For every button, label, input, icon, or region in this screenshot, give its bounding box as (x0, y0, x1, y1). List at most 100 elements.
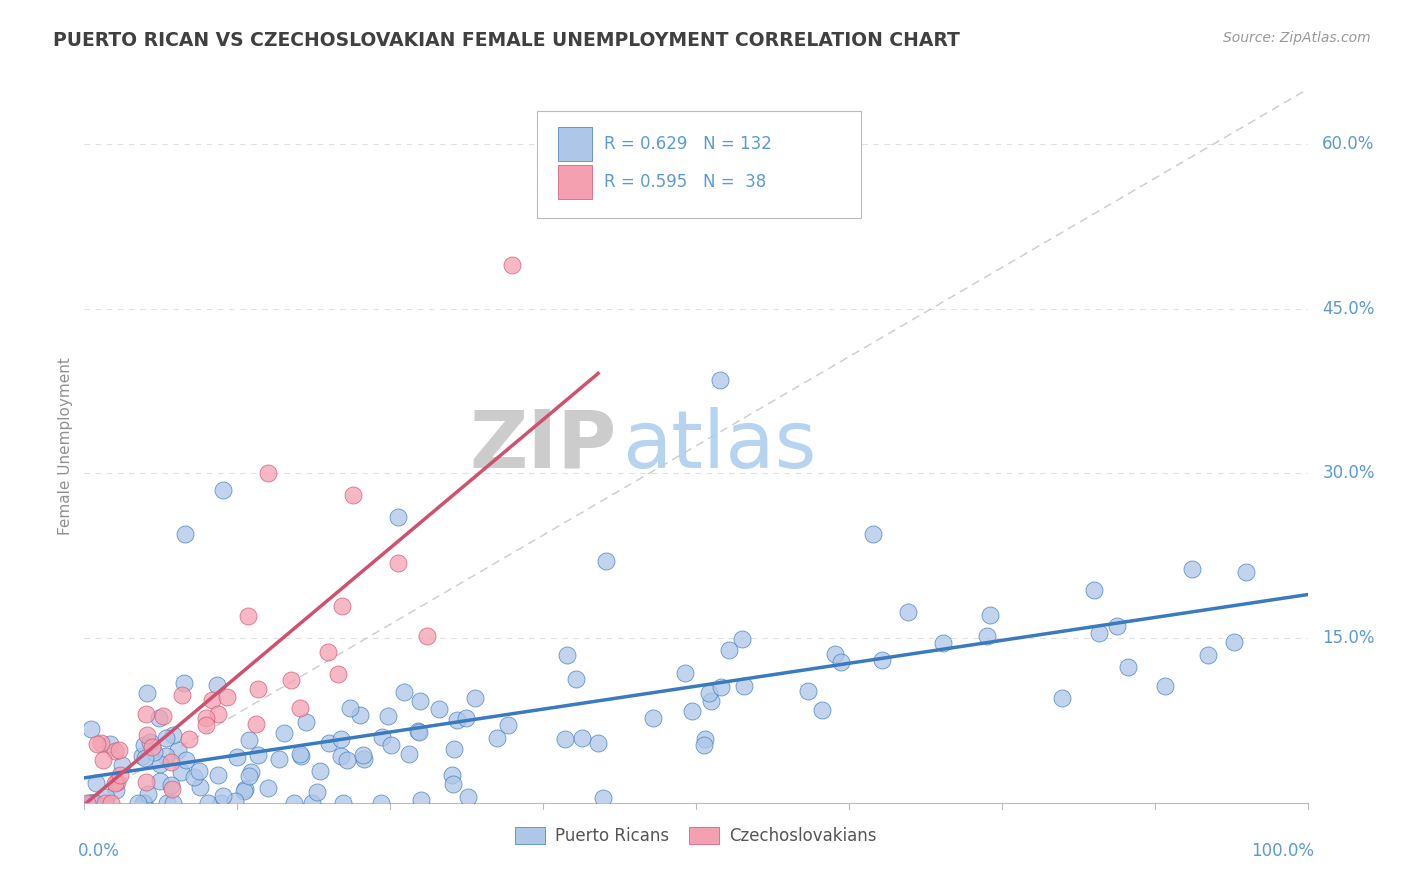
Point (247, 681, 270, 696)
Point (441, 768, 464, 782)
Point (167, 743, 190, 757)
Point (1181, 562, 1204, 576)
Point (329, 732, 352, 747)
Point (86, 737, 108, 751)
Point (194, 718, 217, 732)
Point (564, 673, 586, 687)
Point (93, 753, 115, 767)
Point (149, 774, 172, 789)
Point (188, 764, 211, 778)
Point (1236, 566, 1258, 580)
Point (288, 747, 311, 761)
Point (174, 526, 197, 541)
Point (588, 736, 610, 750)
Point (681, 704, 703, 718)
Point (273, 726, 295, 740)
Point (105, 774, 128, 789)
Text: 45.0%: 45.0% (1322, 300, 1375, 318)
Point (1154, 679, 1177, 693)
Point (172, 688, 194, 702)
Text: 30.0%: 30.0% (1322, 465, 1375, 483)
Point (195, 711, 218, 725)
Point (339, 701, 361, 715)
Point (90, 736, 112, 750)
Point (212, 789, 235, 804)
Point (709, 373, 731, 387)
Point (330, 599, 353, 614)
Point (149, 757, 172, 772)
Point (160, 755, 183, 769)
Text: 0.0%: 0.0% (79, 842, 120, 860)
Text: ZIP: ZIP (470, 407, 616, 485)
Point (496, 718, 519, 732)
Point (226, 750, 249, 764)
Point (256, 780, 278, 795)
Point (104, 744, 127, 758)
Point (862, 526, 884, 541)
Point (80, 796, 103, 810)
Point (207, 706, 229, 721)
Point (197, 796, 219, 810)
Point (201, 693, 224, 707)
Point (94, 789, 117, 804)
Y-axis label: Female Unemployment: Female Unemployment (58, 357, 73, 535)
Point (1088, 625, 1111, 640)
Point (290, 749, 312, 764)
Point (108, 768, 131, 782)
Point (132, 796, 155, 810)
Point (148, 711, 170, 725)
Point (142, 745, 165, 759)
Point (245, 717, 267, 731)
Legend: Puerto Ricans, Czechoslovakians: Puerto Ricans, Czechoslovakians (509, 820, 883, 852)
Text: 100.0%: 100.0% (1251, 842, 1313, 860)
Point (138, 735, 160, 749)
Point (1116, 660, 1139, 674)
Point (416, 629, 439, 643)
Point (377, 708, 399, 723)
Point (342, 488, 364, 502)
Point (240, 764, 263, 779)
Point (457, 790, 479, 805)
Point (217, 690, 239, 704)
Point (673, 666, 696, 681)
Point (100, 796, 122, 810)
Point (301, 796, 323, 810)
Point (174, 752, 197, 766)
Text: Source: ZipAtlas.com: Source: ZipAtlas.com (1223, 31, 1371, 45)
Point (170, 765, 193, 780)
Point (141, 740, 163, 755)
Point (872, 653, 894, 667)
Point (105, 783, 128, 797)
Point (897, 606, 920, 620)
Point (100, 737, 122, 751)
Point (441, 776, 464, 790)
Point (398, 747, 420, 761)
Text: R = 0.595   N =  38: R = 0.595 N = 38 (605, 173, 766, 191)
Point (224, 794, 246, 808)
Point (104, 776, 127, 790)
Point (394, 685, 416, 699)
Point (127, 796, 149, 810)
Point (326, 666, 349, 681)
Point (80, 796, 103, 810)
Point (80, 722, 103, 736)
Point (1083, 582, 1105, 597)
Text: atlas: atlas (623, 407, 817, 485)
Point (257, 467, 280, 481)
Point (731, 632, 754, 647)
Point (283, 796, 305, 810)
Point (134, 796, 156, 810)
Point (179, 731, 201, 746)
Point (247, 748, 270, 763)
Point (136, 686, 159, 700)
Point (456, 710, 478, 724)
Point (733, 679, 755, 693)
Point (94, 796, 117, 810)
Point (267, 752, 290, 766)
Point (387, 510, 409, 524)
Point (830, 655, 852, 669)
Point (190, 780, 212, 794)
Point (233, 782, 256, 797)
Point (205, 678, 228, 692)
Point (592, 791, 614, 805)
